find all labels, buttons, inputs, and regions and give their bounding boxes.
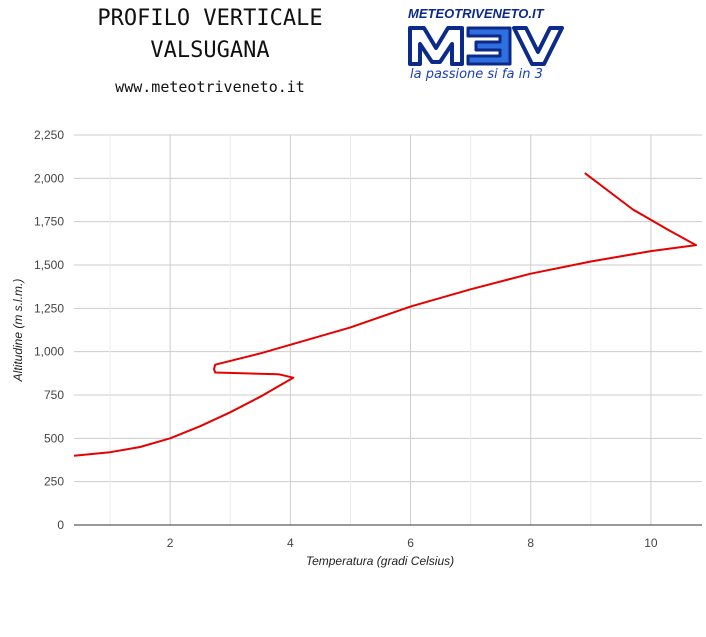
y-tick-label: 1,000 [34, 345, 64, 359]
y-tick-label: 2,250 [34, 128, 64, 142]
x-tick-label: 4 [287, 536, 294, 550]
chart-grid [74, 134, 702, 525]
meteotriveneto-logo: METEOTRIVENETO.IT la passione si fa in 3 [406, 6, 566, 86]
y-tick-label: 750 [44, 388, 64, 402]
x-axis-label: Temperatura (gradi Celsius) [306, 554, 454, 568]
vertical-profile-chart: 0 250 500 750 1,000 1,250 1,500 1,750 2,000 2,250… [11, 128, 702, 568]
y-tick-label: 1,250 [34, 301, 64, 315]
x-tick-label: 2 [167, 536, 174, 550]
y-tick-label: 1,750 [34, 215, 64, 229]
y-tick-label: 0 [57, 518, 64, 532]
chart-title-line2: VALSUGANA [150, 38, 270, 63]
chart-title-line1: PROFILO VERTICALE [97, 6, 323, 31]
y-tick-label: 500 [44, 431, 64, 445]
y-tick-label: 2,000 [34, 171, 64, 185]
x-axis-ticks: 2 4 6 8 10 [167, 536, 658, 550]
x-tick-label: 6 [407, 536, 414, 550]
x-tick-label: 10 [644, 536, 658, 550]
logo-tagline: la passione si fa in 3 [410, 67, 543, 82]
logo-top-text: METEOTRIVENETO.IT [408, 6, 544, 21]
temperature-profile-line [73, 172, 697, 457]
y-axis-label: Altitudine (m s.l.m.) [11, 279, 25, 383]
y-tick-label: 250 [44, 475, 64, 489]
y-tick-label: 1,500 [34, 258, 64, 272]
x-tick-label: 8 [527, 536, 534, 550]
site-url: www.meteotriveneto.it [115, 78, 305, 96]
m3v-logo-mark [408, 26, 564, 66]
y-axis-ticks: 0 250 500 750 1,000 1,250 1,500 1,750 2,000 2,250 [34, 128, 64, 532]
